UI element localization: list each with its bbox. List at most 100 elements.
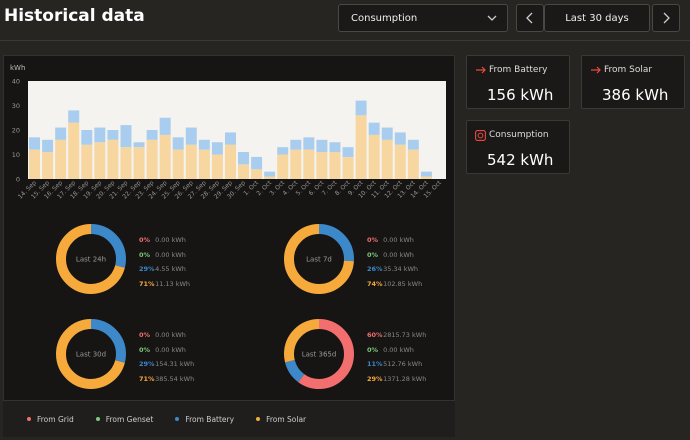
stat-kwh: 0.00 kWh (153, 250, 186, 259)
stat-kwh: 102.85 kWh (381, 279, 423, 288)
stat-percent: 26% (367, 265, 383, 273)
bar-battery (407, 139, 419, 150)
bar-battery (211, 142, 223, 155)
bar-battery (381, 127, 393, 140)
bar-solar (290, 149, 302, 179)
bar-solar (133, 147, 145, 179)
bar-battery (224, 132, 236, 145)
bar-solar (381, 139, 393, 179)
card-value: 386 kWh (602, 86, 669, 104)
bar-battery (355, 100, 367, 116)
stat-percent: 0% (139, 250, 151, 259)
bar-solar (277, 154, 289, 179)
bar-battery (81, 130, 93, 145)
chevron-right-icon (663, 12, 670, 24)
bar-battery (394, 132, 406, 145)
stat-percent: 71% (139, 374, 155, 383)
legend-item-genset[interactable]: From Genset (95, 414, 154, 424)
bar-solar (251, 169, 263, 179)
donut-stats: 0% 0.00 kWh 0% 0.00 kWh 29% 4.55 kWh 71% 11… (139, 233, 190, 291)
arrow-right-icon (476, 66, 486, 74)
legend-dot-grid (27, 417, 31, 421)
donut-chart: Last 30d (55, 318, 127, 390)
arrow-right-icon (591, 66, 601, 74)
stat-percent: 0% (139, 345, 151, 354)
bar-battery (55, 127, 67, 140)
stat-row-genset: 0% 0.00 kWh (139, 343, 194, 358)
bar-solar (81, 144, 93, 179)
legend-item-grid[interactable]: From Grid (27, 415, 74, 424)
stat-row-battery: 11% 512.76 kWh (367, 357, 426, 372)
stat-row-solar: 29% 1371.28 kWh (367, 372, 426, 387)
donut-stats: 0% 0.00 kWh 0% 0.00 kWh 26% 35.34 kWh 74% 1… (367, 233, 422, 291)
card-label: Consumption (489, 130, 549, 140)
stat-percent: 74% (367, 279, 383, 288)
bar-battery (316, 139, 328, 153)
stat-row-solar: 74% 102.85 kWh (367, 277, 422, 292)
bar-solar (120, 147, 132, 179)
legend-label-battery: From Battery (185, 414, 235, 424)
bar-solar (172, 149, 184, 179)
stat-kwh: 0.00 kWh (153, 331, 186, 339)
bar-solar (211, 154, 223, 179)
card-consumption: Consumption 542 kWh (466, 120, 570, 174)
card-from-solar: From Solar 386 kWh (581, 55, 685, 109)
bar-battery (329, 142, 341, 153)
bar-solar (185, 144, 197, 179)
card-value: 542 kWh (487, 151, 554, 169)
bar-solar (407, 149, 419, 179)
bar-battery (42, 139, 54, 153)
bar-battery (159, 117, 171, 135)
legend-item-solar[interactable]: From Solar (256, 415, 306, 424)
stat-percent: 0% (367, 236, 379, 244)
stat-kwh: 1371.28 kWh (381, 374, 427, 383)
prev-period-button[interactable] (516, 4, 544, 32)
chevron-left-icon (526, 12, 533, 24)
stat-kwh: 0.00 kWh (153, 345, 186, 354)
metric-dropdown[interactable]: Consumption (338, 4, 508, 32)
donut-slice-solar (284, 319, 354, 389)
stat-percent: 29% (367, 374, 383, 383)
stat-row-grid: 0% 0.00 kWh (139, 233, 190, 248)
bar-solar (107, 139, 119, 179)
stat-row-genset: 0% 0.00 kWh (367, 343, 426, 358)
stat-percent: 0% (367, 345, 379, 354)
y-tick-label: 0 (16, 176, 20, 184)
card-label: From Solar (604, 65, 653, 75)
y-tick-label: 30 (12, 102, 20, 110)
legend-item-battery[interactable]: From Battery (175, 415, 234, 424)
stat-percent: 29% (139, 360, 155, 368)
bar-battery (238, 152, 250, 165)
stat-kwh: 0.00 kWh (381, 236, 414, 244)
bar-solar (55, 139, 67, 179)
date-range-button[interactable]: Last 30 days (544, 4, 650, 32)
y-tick-label: 10 (12, 151, 20, 159)
bar-solar (316, 152, 328, 179)
stat-kwh: 11.13 kWh (153, 279, 191, 288)
bar-battery (290, 139, 302, 150)
legend-dot-solar (256, 417, 261, 421)
stat-row-battery: 29% 154.31 kWh (139, 357, 194, 372)
stat-kwh: 4.55 kWh (153, 265, 186, 273)
legend-dot-genset (95, 417, 100, 421)
stat-kwh: 0.00 kWh (381, 250, 414, 259)
donut-chart: Last 24h (55, 223, 127, 295)
chart-legend: From Grid From Genset From Battery From … (3, 400, 455, 437)
bar-solar (159, 134, 171, 179)
bar-battery (264, 171, 276, 177)
bar-battery (198, 139, 210, 150)
stat-row-solar: 71% 11.13 kWh (139, 277, 190, 292)
donut-chart: Last 7d (283, 223, 355, 295)
next-period-button[interactable] (652, 4, 680, 32)
bar-battery (107, 130, 119, 140)
bar-battery (277, 147, 289, 155)
bar-battery (303, 137, 315, 150)
y-tick-label: 20 (12, 127, 20, 135)
bar-battery (368, 122, 380, 135)
bar-solar (264, 176, 276, 179)
page-title: Historical data (4, 6, 145, 26)
stat-kwh: 154.31 kWh (153, 360, 195, 368)
stat-percent: 11% (367, 360, 383, 368)
legend-label-genset: From Genset (105, 414, 154, 424)
card-value: 156 kWh (487, 86, 554, 104)
